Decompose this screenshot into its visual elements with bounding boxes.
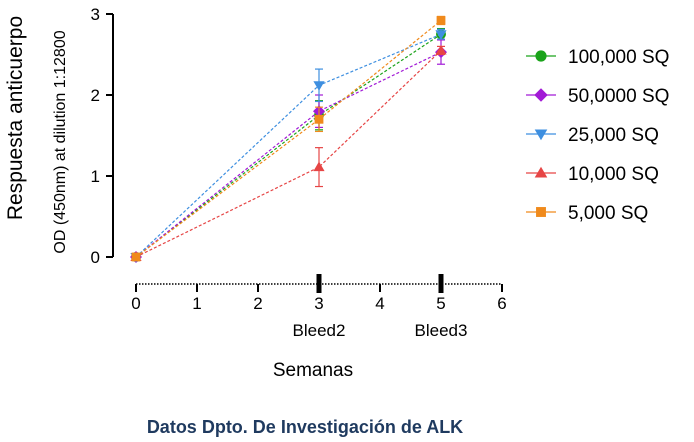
annotation-marker: [438, 274, 444, 293]
series: [130, 28, 447, 263]
legend-item: 5,000 SQ: [526, 203, 648, 224]
data-point: [313, 161, 325, 172]
series-line: [135, 33, 442, 258]
x-tick-label: 5: [436, 294, 445, 313]
y-tick-label: 3: [91, 5, 100, 24]
series-line: [135, 50, 442, 258]
source-note: Datos Dpto. De Investigación de ALK: [147, 417, 463, 437]
legend-label: 5,000 SQ: [568, 203, 648, 224]
x-tick-label: 1: [192, 294, 201, 313]
y-axis-title-group: Respuesta anticuerpo OD (450nm) at dilut…: [4, 16, 69, 254]
data-point: [535, 50, 547, 62]
data-point: [313, 81, 325, 91]
data-point: [435, 30, 447, 40]
annotation-marker: [316, 274, 322, 293]
legend-label: 50,0000 SQ: [568, 86, 669, 107]
data-point: [534, 88, 548, 102]
y-tick-label: 2: [91, 86, 100, 105]
x-axis-title: Semanas: [273, 360, 353, 381]
data-point: [534, 166, 548, 178]
legend-label: 10,000 SQ: [568, 164, 659, 185]
series: [131, 15, 446, 262]
data-point: [435, 44, 447, 55]
legend-item: 100,000 SQ: [526, 47, 669, 68]
data-point: [314, 114, 324, 124]
x-tick-label: 4: [375, 294, 384, 313]
annotation-label: Bleed2: [293, 321, 346, 340]
series-line: [135, 51, 442, 258]
series-layer: [130, 15, 447, 263]
x-tick-label: 2: [253, 294, 262, 313]
y-axis-subtitle: OD (450nm) at dilution 1:12800: [52, 30, 69, 253]
data-point: [536, 207, 546, 217]
series: [130, 39, 447, 263]
y-axis-title: Respuesta anticuerpo: [4, 16, 27, 220]
legend-label: 25,000 SQ: [568, 125, 659, 146]
legend-item: 25,000 SQ: [526, 125, 659, 146]
data-point: [534, 129, 548, 141]
legend-label: 100,000 SQ: [568, 47, 669, 68]
y-tick-label: 0: [91, 248, 100, 267]
series: [130, 44, 447, 261]
legend-item: 10,000 SQ: [526, 164, 659, 185]
data-point: [131, 252, 141, 262]
series-line: [135, 33, 442, 258]
axes: 0 1 2 3 0 1 2 3 4 5 6 Bleed2 Bleed3: [91, 5, 507, 340]
series: [131, 27, 446, 262]
data-point: [436, 16, 446, 25]
annotation-label: Bleed3: [415, 321, 468, 340]
series-line: [135, 20, 442, 258]
y-tick-label: 1: [91, 167, 100, 186]
x-tick-label: 3: [314, 294, 323, 313]
x-tick-label: 6: [497, 294, 506, 313]
x-tick-label: 0: [131, 294, 140, 313]
legend: 100,000 SQ 50,0000 SQ 25,000 SQ 10,000 SQ 5,…: [526, 47, 669, 224]
legend-item: 50,0000 SQ: [526, 86, 669, 107]
